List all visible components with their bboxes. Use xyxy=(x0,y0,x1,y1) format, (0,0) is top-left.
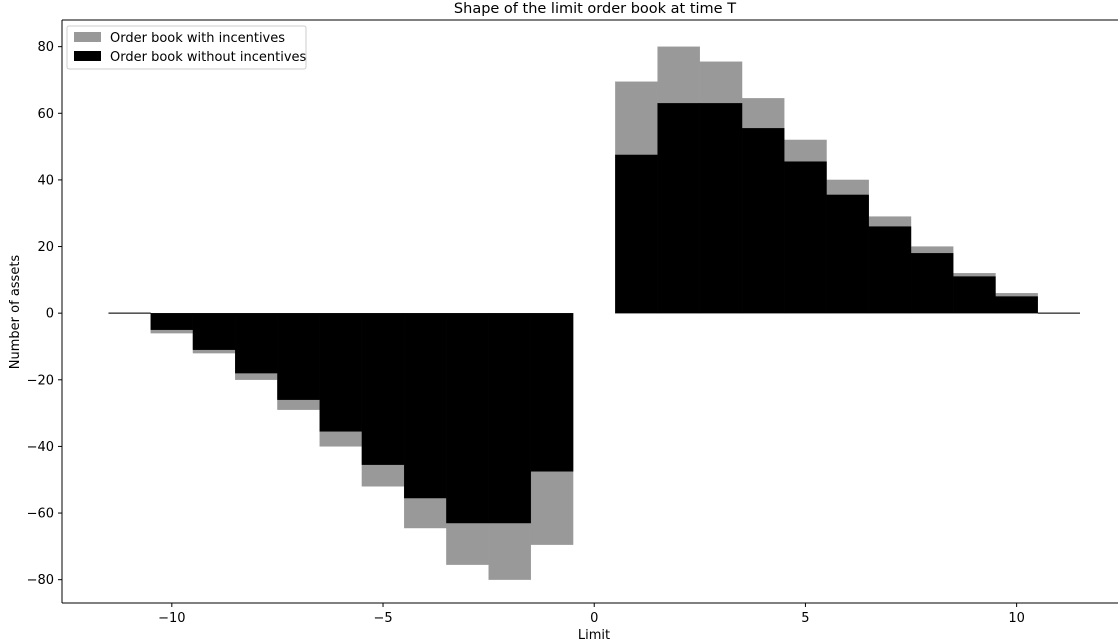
bar-without-incentives xyxy=(446,313,489,524)
bar-without-incentives xyxy=(488,313,532,524)
bar-without-incentives xyxy=(150,313,194,330)
legend-label-with-incentives: Order book with incentives xyxy=(110,31,285,46)
x-axis-title: Limit xyxy=(578,628,610,643)
chart-title: Shape of the limit order book at time T xyxy=(454,1,736,17)
bar-without-incentives xyxy=(361,313,405,465)
y-tick-label: −20 xyxy=(27,373,54,388)
x-axis-ticks: −10 −5 0 5 10 xyxy=(158,603,1025,626)
x-tick-label: −5 xyxy=(373,611,392,626)
bar-without-incentives xyxy=(741,128,785,314)
x-tick-label: 10 xyxy=(1008,611,1025,626)
x-tick-label: 5 xyxy=(801,611,809,626)
y-tick-label: 80 xyxy=(37,40,54,55)
y-tick-label: 40 xyxy=(37,173,54,188)
legend-label-without-incentives: Order book without incentives xyxy=(110,50,307,65)
bar-without-incentives xyxy=(615,154,658,314)
y-tick-label: 20 xyxy=(37,240,54,255)
bar-without-incentives xyxy=(826,194,869,314)
y-tick-label: −80 xyxy=(27,573,54,588)
y-tick-label: 0 xyxy=(46,307,54,322)
bar-without-incentives xyxy=(403,313,447,499)
y-axis-ticks: −80 −60 −40 −20 0 20 40 60 80 xyxy=(27,40,62,588)
bar-without-incentives xyxy=(192,313,236,350)
y-tick-label: −40 xyxy=(27,440,54,455)
x-tick-label: 0 xyxy=(590,611,598,626)
plot-frame xyxy=(61,19,1118,604)
bar-without-incentives xyxy=(868,226,912,314)
bar-without-incentives xyxy=(530,313,574,472)
y-tick-label: 60 xyxy=(37,107,54,122)
bar-without-incentives xyxy=(995,296,1038,314)
bar-without-incentives xyxy=(657,103,700,314)
bar-without-incentives xyxy=(784,161,827,314)
y-tick-label: −60 xyxy=(27,507,54,522)
legend-swatch-with-incentives xyxy=(74,32,101,42)
y-axis-title: Number of assets xyxy=(8,255,23,370)
bar-without-incentives xyxy=(235,313,278,374)
bar-without-incentives xyxy=(953,276,996,314)
legend: Order book with incentives Order book wi… xyxy=(66,25,307,70)
bar-without-incentives xyxy=(699,103,743,314)
bars-layer xyxy=(108,46,1080,580)
bar-without-incentives xyxy=(319,313,363,432)
x-tick-label: −10 xyxy=(158,611,185,626)
bar-without-incentives xyxy=(277,313,320,400)
legend-swatch-without-incentives xyxy=(74,51,101,61)
legend-box xyxy=(66,25,307,70)
bar-without-incentives xyxy=(910,253,954,314)
